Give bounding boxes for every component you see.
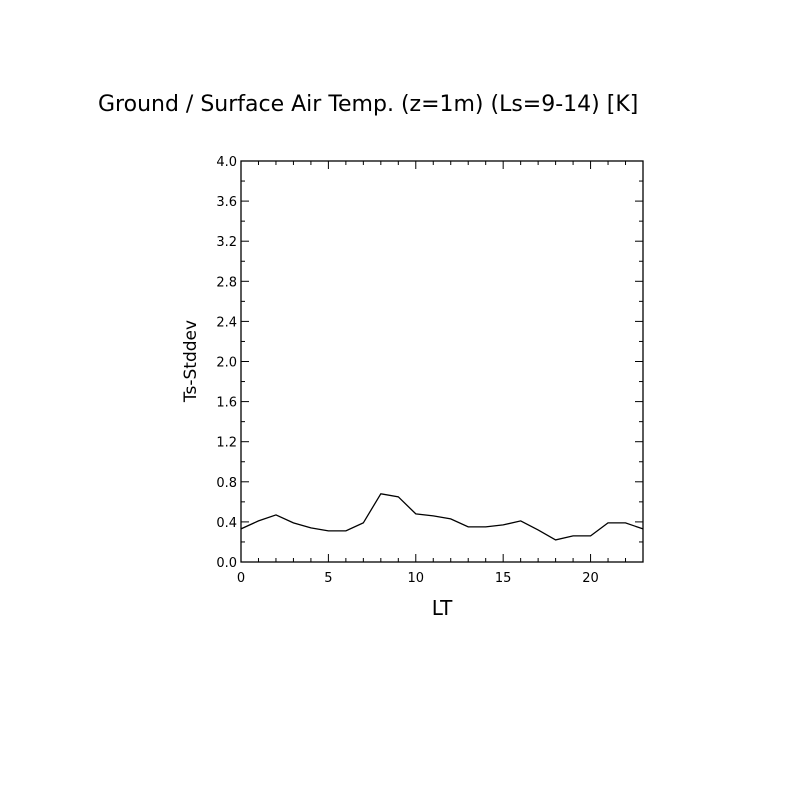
x-tick-label: 20 [582, 571, 599, 586]
y-tick-label: 3.2 [216, 235, 237, 250]
y-tick-label: 3.6 [216, 195, 237, 210]
y-tick-label: 1.2 [216, 436, 237, 451]
y-tick-label: 2.8 [216, 275, 237, 290]
y-tick-label: 2.4 [216, 315, 237, 330]
x-tick-label: 0 [237, 571, 245, 586]
y-axis-label: Ts-Stddev [181, 320, 201, 403]
x-axis-label: LT [432, 596, 453, 620]
y-axis: 0.0 0.4 0.8 1.2 1.6 2.0 2.4 2.8 3.2 3.6 4.0 [216, 155, 643, 571]
series-layer [240, 493, 644, 541]
y-tick-label: 1.6 [216, 396, 237, 411]
y-tick-label: 2.0 [216, 356, 237, 371]
x-axis: 0 5 10 15 20 [237, 161, 644, 586]
x-tick-label: 10 [408, 571, 425, 586]
chart-title: Ground / Surface Air Temp. (z=1m) (Ls=9-… [98, 92, 638, 117]
y-tick-label: 0.8 [216, 476, 237, 491]
x-tick-label: 5 [324, 571, 332, 586]
y-tick-label: 0.4 [216, 516, 237, 531]
x-tick-label: 15 [495, 571, 512, 586]
y-tick-label: 0.0 [216, 556, 237, 571]
series-line [240, 493, 644, 541]
plot-frame [240, 160, 644, 563]
y-tick-label: 4.0 [216, 155, 237, 170]
